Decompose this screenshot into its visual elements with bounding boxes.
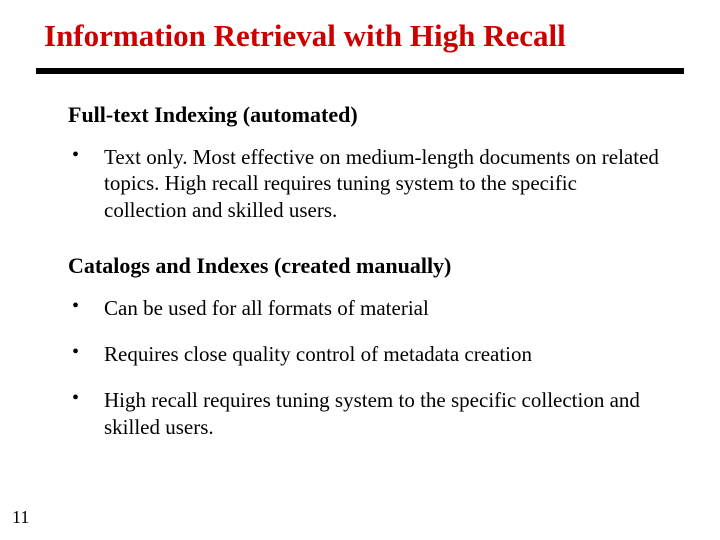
bullet-marker: • [68,295,104,318]
section-heading-1: Full-text Indexing (automated) [68,102,664,128]
bullet-marker: • [68,387,104,410]
slide-container: Information Retrieval with High Recall F… [0,0,720,540]
section-heading-2: Catalogs and Indexes (created manually) [68,253,664,279]
bullet-text: Requires close quality control of metada… [104,341,664,367]
bullet-item: • Text only. Most effective on medium-le… [68,144,664,223]
bullet-marker: • [68,144,104,167]
slide-title: Information Retrieval with High Recall [44,18,684,54]
bullet-marker: • [68,341,104,364]
content-area: Full-text Indexing (automated) • Text on… [36,102,684,440]
bullet-item: • Can be used for all formats of materia… [68,295,664,321]
title-divider [36,68,684,74]
spacer [68,243,664,253]
bullet-text: High recall requires tuning system to th… [104,387,664,440]
bullet-item: • High recall requires tuning system to … [68,387,664,440]
bullet-item: • Requires close quality control of meta… [68,341,664,367]
bullet-text: Can be used for all formats of material [104,295,664,321]
bullet-text: Text only. Most effective on medium-leng… [104,144,664,223]
page-number: 11 [12,507,29,528]
